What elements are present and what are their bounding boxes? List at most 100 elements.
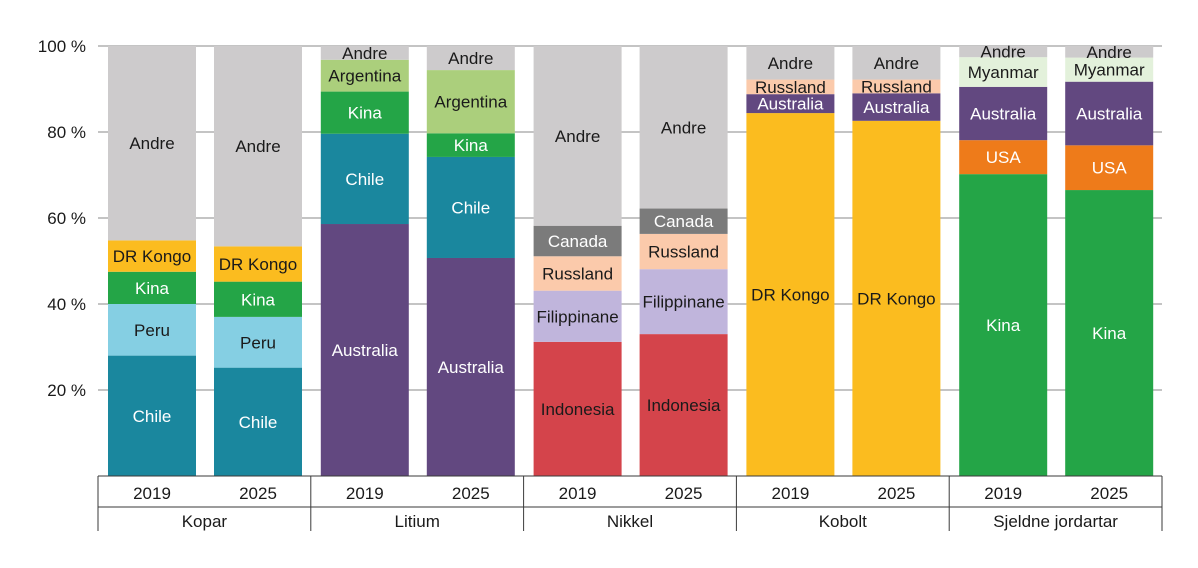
segment-kina bbox=[1065, 190, 1154, 477]
segment-label-usa: USA bbox=[986, 148, 1022, 167]
x-group-label-litium: Litium bbox=[395, 512, 440, 531]
y-axis: 20 % 40 % 60 % 80 % 100 % bbox=[38, 37, 86, 400]
segment-andre bbox=[214, 46, 302, 247]
segment-label-chile: Chile bbox=[451, 198, 490, 217]
segment-australia bbox=[959, 86, 1048, 141]
segment-label-australia: Australia bbox=[863, 98, 930, 117]
bars: Chile Peru Kina DR Kongo Andre Chile Peru Kina D… bbox=[108, 43, 1154, 477]
segment-label-dr-kongo: DR Kongo bbox=[857, 289, 935, 308]
segment-kina bbox=[320, 91, 409, 134]
bar-kopar-2025: Chile Peru Kina DR Kongo Andre bbox=[214, 46, 302, 476]
segment-chile bbox=[108, 355, 196, 476]
segment-label-australia: Australia bbox=[438, 358, 505, 377]
segment-label-indonesia: Indonesia bbox=[647, 396, 721, 415]
segment-russland bbox=[746, 79, 835, 95]
segment-russland bbox=[852, 79, 941, 94]
segment-russland bbox=[533, 256, 622, 291]
x-group-label-kopar: Kopar bbox=[182, 512, 228, 531]
segment-label-russland: Russland bbox=[861, 77, 932, 96]
x-group-label-sjeldne-jordartar: Sjeldne jordartar bbox=[993, 512, 1118, 531]
x-year-label: 2019 bbox=[346, 484, 384, 503]
x-year-label: 2025 bbox=[452, 484, 490, 503]
segment-label-kina: Kina bbox=[348, 104, 383, 123]
segment-label-russland: Russland bbox=[648, 243, 719, 262]
segment-russland bbox=[639, 233, 728, 270]
segment-kina bbox=[426, 133, 515, 157]
segment-dr-kongo bbox=[108, 240, 196, 272]
segment-australia bbox=[1065, 81, 1154, 146]
segment-label-andre: Andre bbox=[555, 127, 600, 146]
segment-andre bbox=[1065, 46, 1154, 58]
segment-usa bbox=[959, 140, 1048, 175]
segment-label-andre: Andre bbox=[1087, 43, 1132, 62]
segment-label-kina: Kina bbox=[454, 136, 489, 155]
bar-litium-2025: Australia Chile Kina Argentina Andre bbox=[426, 46, 515, 476]
segment-dr-kongo bbox=[746, 113, 835, 476]
segment-label-peru: Peru bbox=[134, 321, 170, 340]
segment-label-usa: USA bbox=[1092, 159, 1128, 178]
segment-label-russland: Russland bbox=[542, 264, 613, 283]
segment-andre bbox=[639, 46, 728, 209]
segment-label-andre: Andre bbox=[129, 134, 174, 153]
segment-label-filippinane: Filippinane bbox=[642, 293, 724, 312]
bar-kopar-2019: Chile Peru Kina DR Kongo Andre bbox=[108, 46, 196, 476]
segment-argentina bbox=[426, 70, 515, 134]
segment-label-kina: Kina bbox=[986, 316, 1021, 335]
segment-canada bbox=[639, 208, 728, 234]
segment-label-canada: Canada bbox=[654, 212, 714, 231]
segment-label-canada: Canada bbox=[548, 232, 608, 251]
bar-kobolt-2025: DR Kongo Australia Russland Andre bbox=[852, 46, 941, 476]
x-year-label: 2025 bbox=[877, 484, 915, 503]
segment-australia bbox=[426, 257, 515, 476]
segment-andre bbox=[852, 46, 941, 80]
bar-litium-2019: Australia Chile Kina Argentina Andre bbox=[320, 44, 409, 476]
segment-label-australia: Australia bbox=[332, 341, 399, 360]
y-tick-label: 20 % bbox=[47, 381, 86, 400]
y-tick-label: 60 % bbox=[47, 209, 86, 228]
x-year-label: 2019 bbox=[133, 484, 171, 503]
segment-canada bbox=[533, 225, 622, 257]
segment-label-australia: Australia bbox=[970, 105, 1037, 124]
segment-filippinane bbox=[639, 269, 728, 335]
segment-label-australia: Australia bbox=[757, 95, 824, 114]
segment-label-argentina: Argentina bbox=[328, 67, 401, 86]
segment-argentina bbox=[320, 59, 409, 92]
segment-label-australia: Australia bbox=[1076, 105, 1143, 124]
y-tick-label: 80 % bbox=[47, 123, 86, 142]
segment-label-andre: Andre bbox=[235, 137, 280, 156]
segment-australia bbox=[320, 224, 409, 476]
segment-label-andre: Andre bbox=[874, 54, 919, 73]
x-year-label: 2019 bbox=[984, 484, 1022, 503]
x-year-label: 2019 bbox=[771, 484, 809, 503]
segment-peru bbox=[108, 304, 196, 356]
segment-label-filippinane: Filippinane bbox=[536, 307, 618, 326]
segment-label-chile: Chile bbox=[133, 407, 172, 426]
segment-australia bbox=[852, 93, 941, 121]
segment-label-andre: Andre bbox=[448, 49, 493, 68]
segment-label-dr-kongo: DR Kongo bbox=[751, 286, 829, 305]
segment-label-chile: Chile bbox=[345, 170, 384, 189]
segment-label-myanmar: Myanmar bbox=[968, 63, 1039, 82]
segment-kina bbox=[108, 271, 196, 304]
segment-chile bbox=[320, 133, 409, 225]
segment-chile bbox=[426, 156, 515, 258]
segment-label-argentina: Argentina bbox=[434, 93, 507, 112]
segment-label-andre: Andre bbox=[661, 118, 706, 137]
segment-label-myanmar: Myanmar bbox=[1074, 61, 1145, 80]
segment-andre bbox=[959, 46, 1048, 58]
x-year-label: 2025 bbox=[665, 484, 703, 503]
x-year-label: 2025 bbox=[1090, 484, 1128, 503]
segment-andre bbox=[108, 46, 196, 241]
segment-label-andre: Andre bbox=[768, 54, 813, 73]
x-group-label-nikkel: Nikkel bbox=[607, 512, 653, 531]
segment-myanmar bbox=[959, 57, 1048, 87]
segment-andre bbox=[426, 46, 515, 71]
segment-label-andre: Andre bbox=[342, 44, 387, 63]
segment-kina bbox=[959, 174, 1048, 476]
y-tick-label: 100 % bbox=[38, 37, 86, 56]
x-axis-categories: 2019 2025 Kopar 2019 2025 Litium 2019 2025 Nikke… bbox=[97, 475, 1163, 531]
segment-kina bbox=[214, 281, 302, 317]
